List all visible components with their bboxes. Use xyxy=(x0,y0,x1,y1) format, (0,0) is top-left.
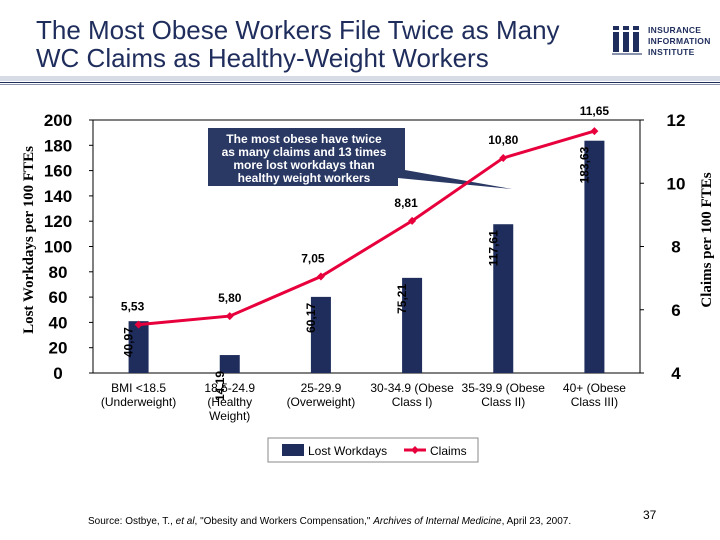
bar-value-label: 75,21 xyxy=(395,284,409,314)
source-suffix: , April 23, 2007. xyxy=(501,516,572,527)
claims-value-label: 5,80 xyxy=(218,291,242,305)
legend-bar-label: Lost Workdays xyxy=(308,444,387,458)
y-right-tick-label: 12 xyxy=(667,111,686,130)
claims-value-label: 11,65 xyxy=(580,104,610,118)
annotation-text-line: healthy weight workers xyxy=(238,171,371,185)
x-tick-label: 30-34.9 (Obese xyxy=(370,381,454,395)
y-left-tick-label: 200 xyxy=(44,111,72,130)
iii-logo-icon xyxy=(612,26,642,55)
claims-value-label: 10,80 xyxy=(488,133,518,147)
legend-line-marker xyxy=(411,446,419,454)
bar xyxy=(310,296,331,373)
y-left-tick-label: 80 xyxy=(49,263,68,282)
claims-value-label: 7,05 xyxy=(301,252,325,266)
y-left-tick-label: 140 xyxy=(44,187,72,206)
legend-line-label: Claims xyxy=(430,444,467,458)
claims-point xyxy=(499,153,508,162)
x-tick-label: 25-29.9 xyxy=(301,381,342,395)
source-middle: , "Obesity and Workers Compensation," xyxy=(194,516,374,527)
logo-line-1: INSURANCE xyxy=(648,25,702,35)
x-tick-label: 18.5-24.9 xyxy=(204,381,255,395)
y-left-tick-label: 0 xyxy=(53,364,62,383)
x-tick-label: (Healthy xyxy=(207,395,252,409)
x-tick-label: (Overweight) xyxy=(287,395,356,409)
annotation-text-line: The most obese have twice xyxy=(226,132,382,146)
source-etal: et al xyxy=(175,516,195,527)
iii-logo: INSURANCE INFORMATION INSTITUTE xyxy=(612,22,712,66)
header-rule xyxy=(0,76,720,85)
y-right-tick-label: 10 xyxy=(667,174,686,193)
annotation-callout-shape xyxy=(208,128,512,189)
title-line-1: The Most Obese Workers File Twice as Man… xyxy=(36,15,560,45)
title-line-2: WC Claims as Healthy-Weight Workers xyxy=(36,43,489,73)
annotation-text-line: as many claims and 13 times xyxy=(222,145,387,159)
page-number: 37 xyxy=(643,508,657,522)
x-tick-label: (Underweight) xyxy=(101,395,176,409)
logo-wordmark: INSURANCE INFORMATION INSTITUTE xyxy=(648,25,711,58)
claims-point xyxy=(225,312,234,321)
logo-line-2: INFORMATION xyxy=(648,36,711,46)
bar xyxy=(128,321,149,373)
x-tick-label: Class I) xyxy=(392,395,433,409)
x-tick-label: BMI <18.5 xyxy=(111,381,166,395)
y-right-axis-title: Claims per 100 FTEs xyxy=(699,172,715,307)
claims-point xyxy=(134,320,143,329)
y-left-tick-label: 160 xyxy=(44,162,72,181)
y-left-tick-label: 40 xyxy=(49,313,68,332)
bar-value-label: 60,17 xyxy=(304,303,318,333)
logo-line-3: INSTITUTE xyxy=(648,47,695,57)
y-right-tick-label: 6 xyxy=(671,301,680,320)
y-right-tick-label: 4 xyxy=(671,364,681,383)
claims-line xyxy=(138,129,595,327)
page-title: The Most Obese Workers File Twice as Man… xyxy=(36,16,596,72)
y-right-tick-label: 8 xyxy=(671,238,680,257)
claims-point xyxy=(590,127,599,136)
y-left-tick-label: 20 xyxy=(49,339,68,358)
bar-value-label: 40,97 xyxy=(122,327,136,357)
annotation-text-line: more lost workdays than xyxy=(233,158,374,172)
source-journal: Archives of Internal Medicine xyxy=(373,516,502,527)
bar xyxy=(493,224,514,373)
claims-point xyxy=(316,272,325,281)
bar-value-label: 14,19 xyxy=(213,371,227,401)
x-tick-label: Class II) xyxy=(481,395,525,409)
x-tick-label: 40+ (Obese xyxy=(563,381,626,395)
bar-value-label: 117,61 xyxy=(486,230,500,266)
y-left-tick-label: 60 xyxy=(49,288,68,307)
x-tick-label: Weight) xyxy=(209,409,250,423)
x-tick-label: Class III) xyxy=(571,395,618,409)
y-left-tick-label: 180 xyxy=(44,136,72,155)
bar xyxy=(402,277,423,373)
y-left-tick-label: 100 xyxy=(44,238,72,257)
x-tick-label: 35-39.9 (Obese xyxy=(462,381,546,395)
bar xyxy=(584,140,605,373)
claims-value-label: 5,53 xyxy=(121,300,145,314)
y-left-tick-label: 120 xyxy=(44,212,72,231)
source-note: Source: Ostbye, T., et al, "Obesity and … xyxy=(88,516,571,527)
claims-value-label: 8,81 xyxy=(394,196,418,210)
bar-value-label: 183,63 xyxy=(577,146,591,183)
legend-bar-swatch xyxy=(282,444,304,456)
claims-point xyxy=(408,216,417,225)
y-left-axis-title: Lost Workdays per 100 FTEs xyxy=(21,146,37,334)
source-prefix: Source: Ostbye, T., xyxy=(88,516,176,527)
bar xyxy=(219,355,240,373)
